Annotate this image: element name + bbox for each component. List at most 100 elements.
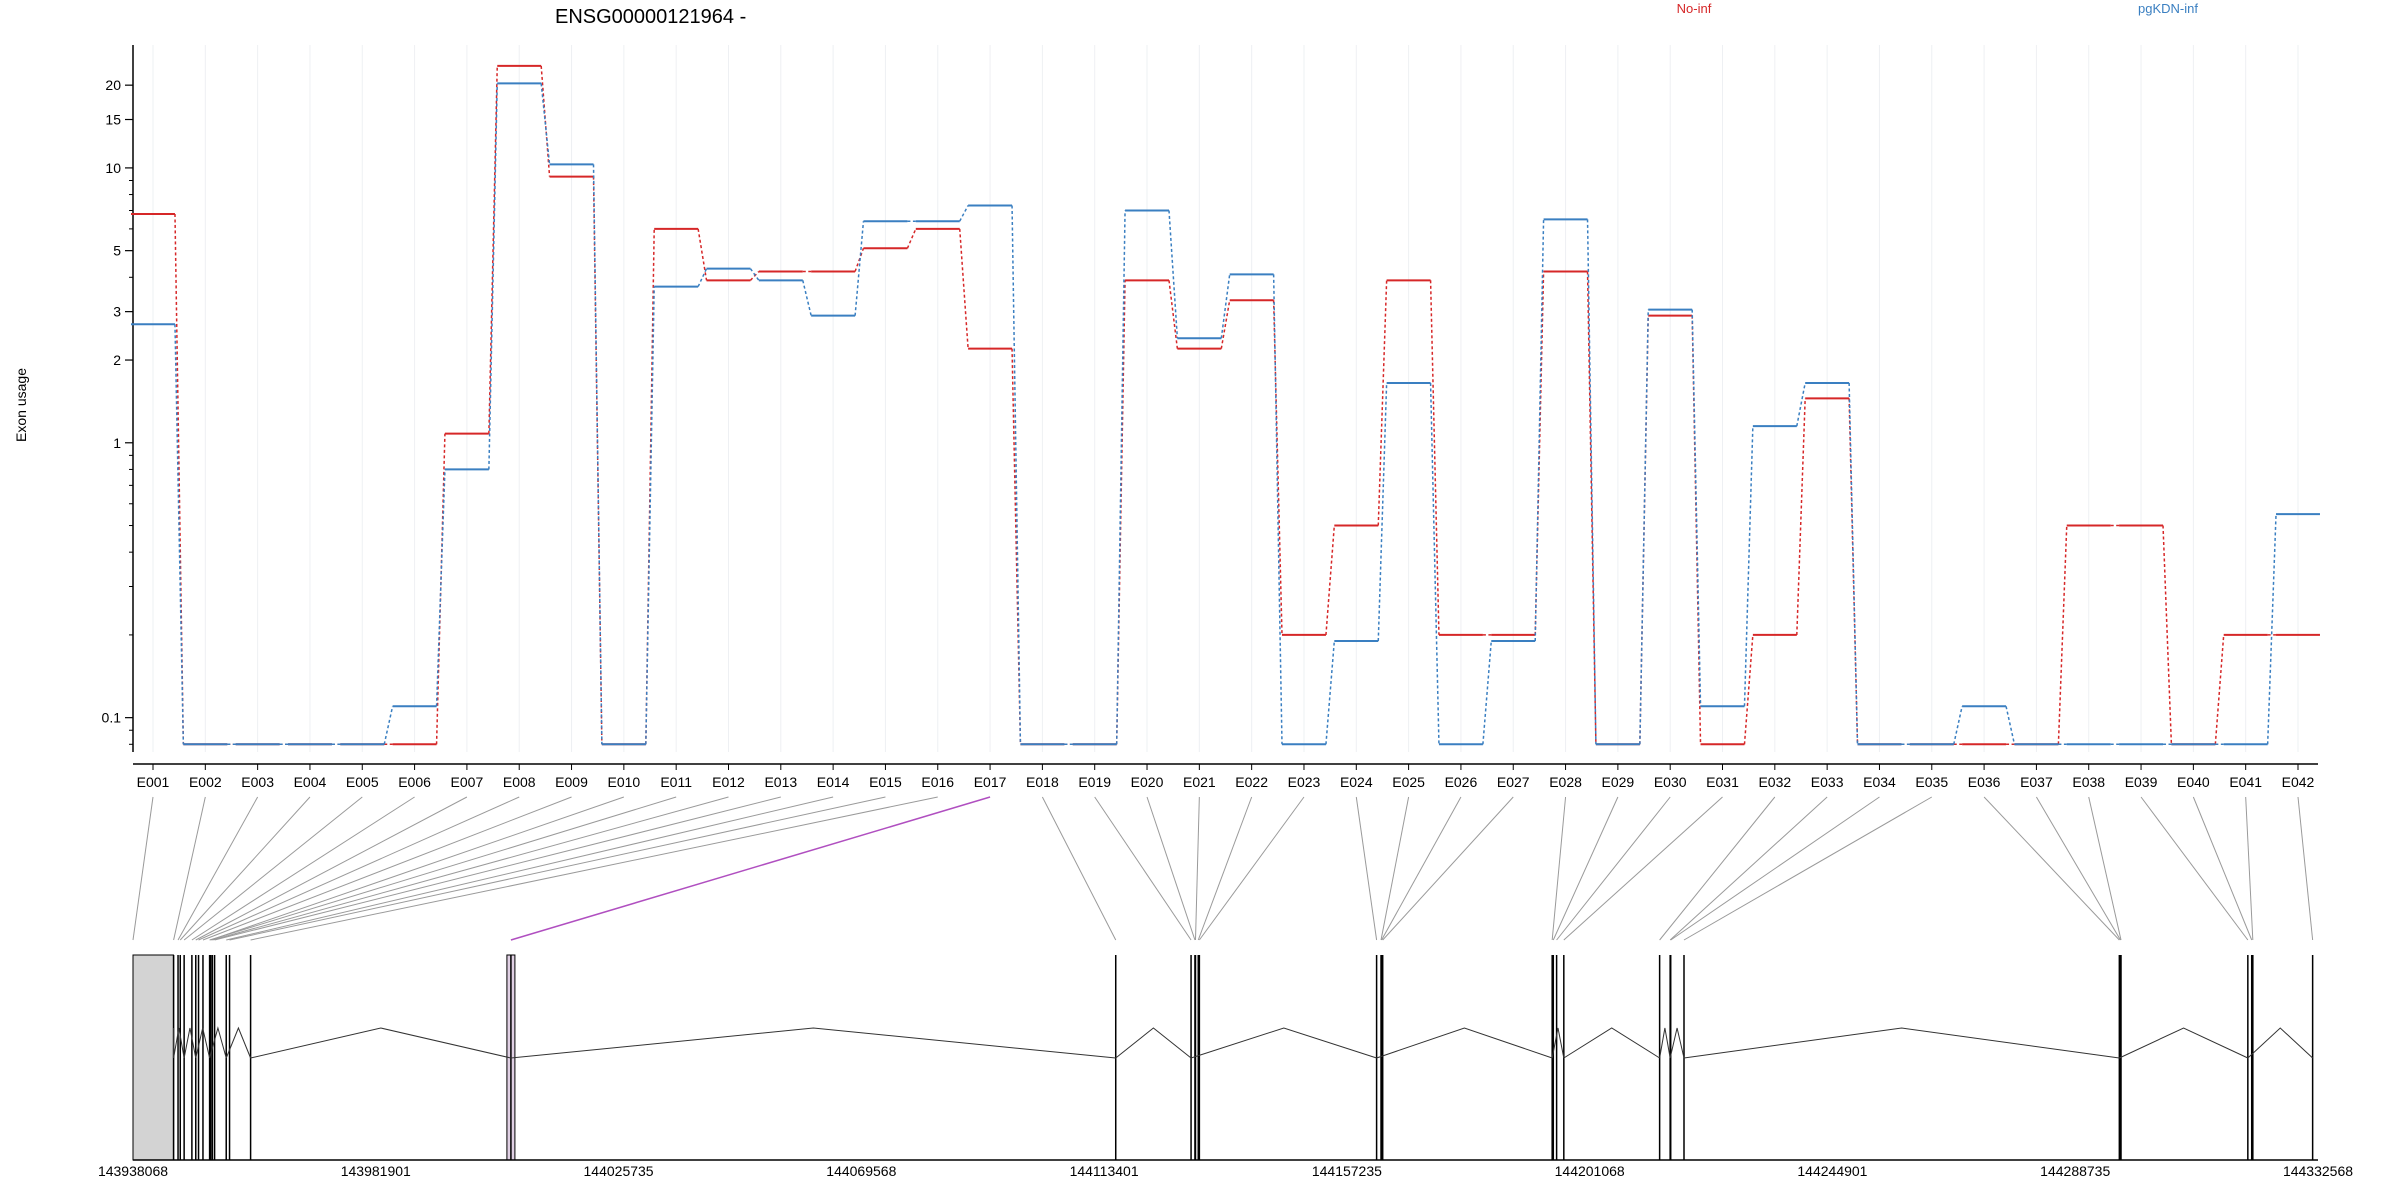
exon-connector-E004 — [179, 796, 311, 941]
intron — [1669, 1027, 1685, 1059]
exon-label-E016: E016 — [921, 774, 954, 790]
exon-connector-E001 — [132, 796, 154, 941]
exon-connector-E008 — [198, 796, 520, 941]
exon-connector-E025 — [1380, 796, 1410, 941]
exon-connector-E032 — [1659, 796, 1776, 941]
exon-label-E011: E011 — [660, 774, 692, 790]
chart-title: ENSG00000121964 - — [555, 6, 746, 28]
exon-connector-E027 — [1382, 796, 1514, 941]
connector — [435, 469, 446, 707]
connector — [488, 65, 498, 434]
series-pgKDN-inf — [131, 82, 2320, 746]
connector — [540, 65, 551, 177]
exon-connector-E029 — [1552, 796, 1619, 941]
coordinate-label: 144332568 — [2283, 1163, 2353, 1179]
exon-connector-E009 — [202, 796, 572, 941]
connector — [2005, 706, 2016, 745]
y-axis-label: Exon usage — [13, 368, 29, 442]
gene-exon-block — [132, 954, 174, 1161]
exon-label-E018: E018 — [1026, 774, 1059, 790]
axes: 0.1 1 2 3 5 10 15 20 — [102, 45, 2318, 765]
exon-connector-E019 — [1094, 796, 1192, 941]
exon-label-E035: E035 — [1915, 774, 1948, 790]
intron — [183, 1027, 197, 1059]
exon-label-E012: E012 — [712, 774, 745, 790]
connector — [959, 205, 969, 222]
connector — [540, 83, 551, 165]
exon-connector-E014 — [226, 796, 834, 941]
exon-connector-E022 — [1197, 796, 1253, 941]
exon-label-E029: E029 — [1602, 774, 1635, 790]
connector — [1953, 706, 1963, 745]
connector — [1272, 274, 1283, 745]
y-tick-label: 1 — [113, 435, 121, 451]
exon-label-E008: E008 — [503, 774, 536, 790]
exon-connector-E002 — [173, 796, 206, 941]
connector — [749, 270, 760, 281]
coordinate-label: 144244901 — [1797, 1163, 1867, 1179]
connector — [383, 706, 394, 745]
exon-label-E015: E015 — [869, 774, 902, 790]
connector — [645, 286, 655, 745]
connector — [1796, 398, 1806, 635]
coordinate-label: 143938068 — [98, 1163, 168, 1179]
connector — [2214, 634, 2225, 745]
exon-connector-E026 — [1381, 796, 1462, 941]
intron — [2119, 1027, 2249, 1059]
exon-connector-E035 — [1683, 796, 1933, 941]
exon-connector-E039 — [2140, 796, 2249, 941]
intron — [1563, 1027, 1660, 1059]
coordinate-label: 143981901 — [341, 1163, 411, 1179]
connector — [1743, 426, 1754, 707]
exon-connector-E033 — [1669, 796, 1828, 941]
exon-connector-E016 — [250, 796, 938, 941]
intron — [510, 1027, 1116, 1059]
exon-label-E024: E024 — [1340, 774, 1373, 790]
connector — [749, 268, 760, 281]
exon-label-E004: E004 — [294, 774, 327, 790]
exon-connector-E023 — [1198, 796, 1305, 941]
exon-connector-E012 — [212, 796, 729, 941]
intron — [195, 1027, 211, 1059]
connector — [1743, 634, 1754, 745]
intron — [225, 1026, 252, 1059]
connector — [1168, 210, 1179, 339]
exon-connector-E034 — [1670, 796, 1880, 941]
coordinate-label: 144201068 — [1555, 1163, 1625, 1179]
exon-connector-E021 — [1194, 796, 1200, 941]
exon-label-E020: E020 — [1131, 774, 1164, 790]
exon-connector-E017 — [510, 796, 991, 941]
exon-label-E013: E013 — [764, 774, 797, 790]
y-tick-label: 10 — [105, 160, 121, 176]
y-tick-label: 5 — [113, 243, 121, 259]
exon-connector-E013 — [214, 796, 781, 941]
exon-label-E021: E021 — [1183, 774, 1216, 790]
exon-label-E032: E032 — [1758, 774, 1791, 790]
exon-label-E028: E028 — [1549, 774, 1582, 790]
exon-label-E039: E039 — [2125, 774, 2158, 790]
exon-label-E037: E037 — [2020, 774, 2053, 790]
intron — [209, 1026, 227, 1059]
legend-label-pgkdn-inf: pgKDN-inf — [2138, 1, 2198, 16]
connector — [1429, 280, 1440, 635]
intron — [1190, 1027, 1377, 1059]
exon-label-E002: E002 — [189, 774, 222, 790]
genomic-coordinates: 143938068 143981901 144025735 144069568 1441… — [98, 1163, 2353, 1179]
connector — [488, 83, 498, 470]
exon-label-E014: E014 — [817, 774, 850, 790]
intron — [1659, 1027, 1671, 1059]
connector — [1586, 271, 1597, 745]
exon-label-E042: E042 — [2282, 774, 2315, 790]
intron — [250, 1027, 512, 1059]
exon-label-E034: E034 — [1863, 774, 1896, 790]
connector — [906, 228, 917, 249]
exon-label-E040: E040 — [2177, 774, 2210, 790]
exon-connectors — [132, 796, 2314, 941]
exon-label-E030: E030 — [1654, 774, 1687, 790]
exon-connector-E030 — [1556, 796, 1671, 941]
exon-label-E031: E031 — [1706, 774, 1739, 790]
exon-label-E007: E007 — [451, 774, 484, 790]
exon-connector-E011 — [209, 796, 677, 941]
exon-label-E003: E003 — [241, 774, 274, 790]
